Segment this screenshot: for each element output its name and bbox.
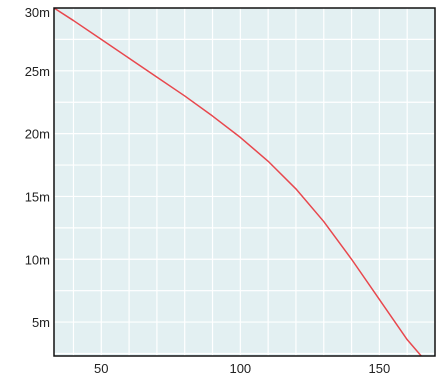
y-tick-label: 5m (32, 315, 50, 330)
x-tick-label: 150 (369, 361, 391, 376)
y-tick-label: 10m (25, 252, 50, 267)
y-axis-ticks: 5m 10m 15m 20m 25m 30m (25, 5, 50, 330)
y-tick-label: 15m (25, 189, 50, 204)
x-axis-ticks: 50 100 150 (94, 361, 390, 376)
plot-frame (53, 7, 436, 357)
y-tick-label: 30m (25, 5, 50, 20)
x-tick-label: 100 (229, 361, 251, 376)
plot-background (54, 8, 435, 356)
series-layer (54, 8, 423, 356)
y-tick-label: 20m (25, 127, 50, 142)
grid (54, 8, 435, 356)
series-line (54, 8, 423, 356)
x-tick-label: 50 (94, 361, 108, 376)
y-tick-label: 25m (25, 64, 50, 79)
